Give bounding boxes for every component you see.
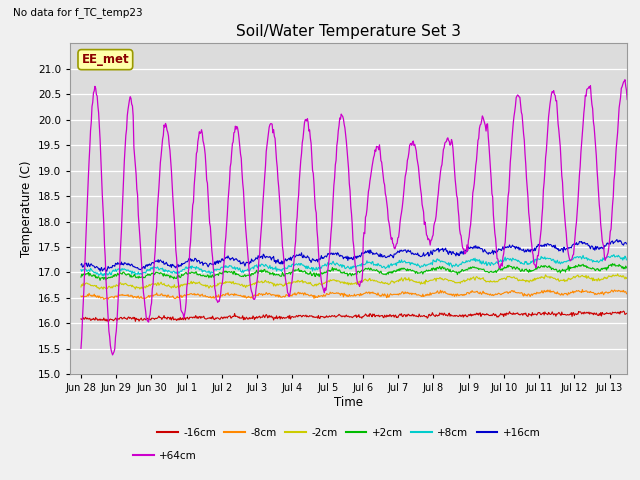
- Title: Soil/Water Temperature Set 3: Soil/Water Temperature Set 3: [236, 24, 461, 39]
- Text: No data for f_TC_temp23: No data for f_TC_temp23: [13, 7, 143, 18]
- Text: EE_met: EE_met: [81, 53, 129, 66]
- Y-axis label: Temperature (C): Temperature (C): [20, 160, 33, 257]
- X-axis label: Time: Time: [334, 396, 364, 409]
- Legend: +64cm: +64cm: [129, 447, 201, 465]
